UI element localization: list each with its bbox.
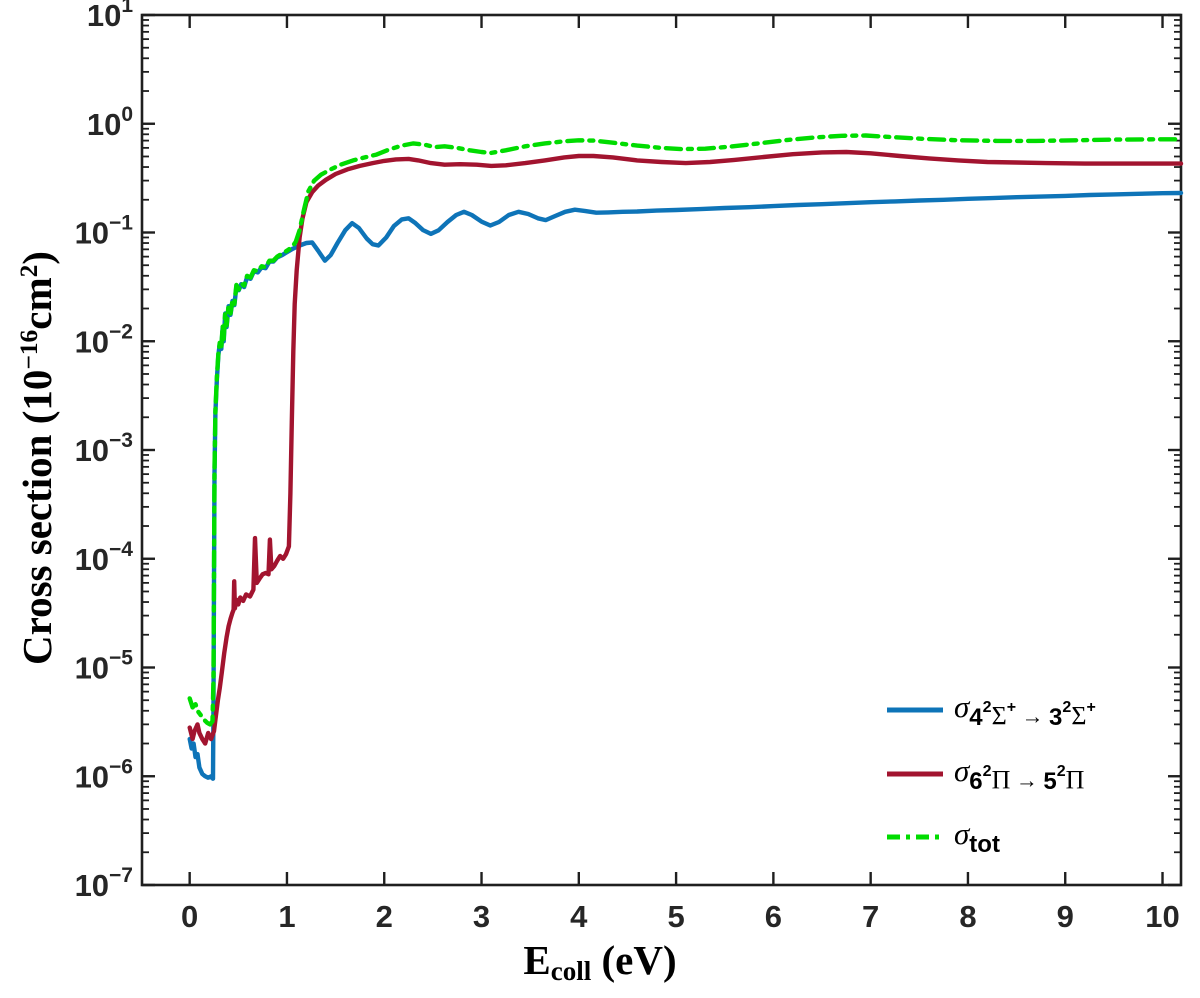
y-tick-label: 10−7 [75,864,133,903]
y-tick-label: 10−4 [75,538,134,577]
x-tick-label: 3 [473,899,490,934]
y-tick-label: 10−6 [75,755,133,794]
x-tick-label: 10 [1145,899,1179,934]
y-tick-label: 10−1 [75,212,134,251]
y-tick-label: 10−2 [75,320,133,359]
x-tick-label: 5 [667,899,684,934]
x-tick-label: 8 [959,899,976,934]
x-tick-label: 6 [765,899,782,934]
series-line-1 [187,149,1184,746]
x-axis-label: Ecoll (eV) [523,937,677,986]
y-tick-label: 10−5 [75,647,134,686]
y-tick-label: 101 [87,0,133,33]
x-tick-label: 2 [376,899,393,934]
y-tick-label: 10−3 [75,429,133,468]
x-tick-label: 0 [181,899,198,934]
y-axis-label: Cross section (10−16cm2) [14,251,60,665]
x-tick-label: 9 [1057,899,1074,934]
series-line-2 [187,133,1184,727]
y-tick-label: 100 [87,103,133,142]
x-tick-label: 7 [862,899,879,934]
plot-box [140,13,1183,887]
series-line-0 [187,190,1184,781]
x-tick-label: 1 [278,899,295,934]
x-tick-label: 4 [570,899,588,934]
